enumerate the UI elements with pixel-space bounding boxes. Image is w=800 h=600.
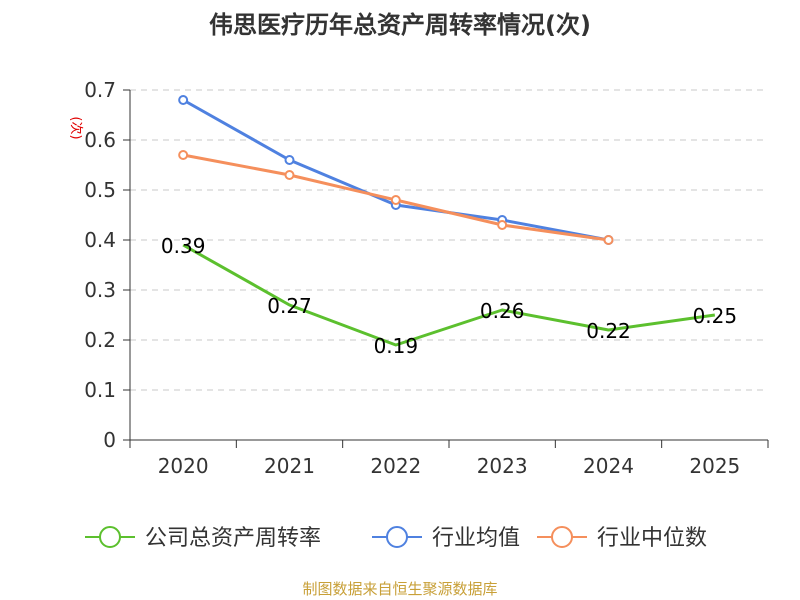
series-line bbox=[182, 243, 716, 347]
series-point bbox=[284, 170, 295, 180]
y-tick-label: 0.4 bbox=[84, 228, 116, 252]
y-tick-label: 0.7 bbox=[84, 78, 116, 102]
y-axis-label: (次) bbox=[68, 116, 84, 139]
chart-title: 伟思医疗历年总资产周转率情况(次) bbox=[209, 11, 591, 39]
x-tick-label: 2020 bbox=[158, 454, 209, 478]
x-tick-label: 2021 bbox=[264, 454, 315, 478]
data-label: 0.22 bbox=[586, 319, 631, 343]
y-tick-label: 0.6 bbox=[84, 128, 116, 152]
grid bbox=[130, 89, 768, 391]
x-tick-label: 2025 bbox=[689, 454, 740, 478]
y-tick-label: 0.1 bbox=[84, 378, 116, 402]
y-tick-label: 0.3 bbox=[84, 278, 116, 302]
x-tick-label: 2024 bbox=[583, 454, 634, 478]
series-point bbox=[390, 195, 401, 205]
legend-marker bbox=[386, 526, 408, 548]
legend-item[interactable]: 行业均值 bbox=[372, 526, 520, 551]
legend-marker bbox=[99, 526, 121, 548]
series-point bbox=[497, 220, 508, 230]
y-tick-label: 0.2 bbox=[84, 328, 116, 352]
legend-item[interactable]: 行业中位数 bbox=[537, 526, 707, 551]
y-tick-label: 0.5 bbox=[84, 178, 116, 202]
legend-marker bbox=[551, 526, 573, 548]
data-label: 0.39 bbox=[161, 234, 206, 258]
data-label: 0.27 bbox=[267, 294, 312, 318]
legend-label: 公司总资产周转率 bbox=[145, 526, 321, 551]
series-point bbox=[603, 235, 614, 245]
data-labels: 0.39 0.27 0.19 0.26 0.22 0.25 bbox=[161, 234, 737, 358]
series-point bbox=[284, 155, 295, 165]
legend-label: 行业均值 bbox=[432, 526, 520, 551]
axes: 0 0.1 0.2 0.3 0.4 0.5 0.6 0.7 2020 2021 2022 2023 20… bbox=[84, 78, 769, 478]
legend-item[interactable]: 公司总资产周转率 bbox=[85, 526, 321, 551]
series-line bbox=[182, 98, 609, 242]
data-label: 0.19 bbox=[374, 334, 419, 358]
x-tick-label: 2022 bbox=[370, 454, 421, 478]
legend[interactable]: 公司总资产周转率 行业均值 行业中位数 bbox=[85, 526, 707, 551]
series-group bbox=[178, 95, 716, 347]
series-point bbox=[178, 150, 189, 160]
series-point bbox=[178, 95, 189, 105]
legend-label: 行业中位数 bbox=[597, 526, 707, 551]
data-label: 0.26 bbox=[480, 299, 525, 323]
data-label: 0.25 bbox=[693, 304, 738, 328]
y-tick-label: 0 bbox=[103, 428, 116, 452]
x-tick-label: 2023 bbox=[477, 454, 528, 478]
source-note: 制图数据来自恒生聚源数据库 bbox=[302, 580, 497, 598]
